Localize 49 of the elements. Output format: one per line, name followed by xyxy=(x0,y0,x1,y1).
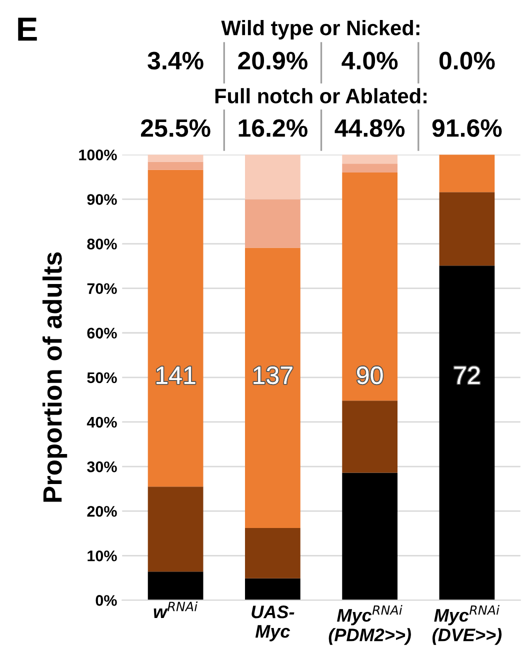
bar xyxy=(439,154,495,192)
text: Wild type or Nicked: xyxy=(221,20,420,40)
bar xyxy=(245,578,300,600)
y-tick-label: 80% xyxy=(87,238,117,250)
bar xyxy=(342,154,398,164)
bar xyxy=(245,154,300,200)
bar xyxy=(245,199,300,248)
bar xyxy=(342,400,398,473)
text: 4.0% xyxy=(342,52,398,70)
bar xyxy=(439,192,495,266)
y-tick-label: 100% xyxy=(79,150,117,160)
text: 91.6% xyxy=(432,119,502,137)
y-tick-label: 60% xyxy=(87,328,117,339)
bar xyxy=(148,154,204,162)
y-tick-label: 0% xyxy=(96,595,117,606)
text: 0.0% xyxy=(439,52,495,70)
text: 16.2% xyxy=(238,119,308,137)
y-tick-label: 20% xyxy=(87,506,117,517)
y-tick-label: 30% xyxy=(87,461,117,472)
x-tick-label: w$^{RNAi}$ xyxy=(154,602,198,618)
bar xyxy=(148,162,204,170)
y-tick-label: 10% xyxy=(88,550,117,562)
text: Full notch or Ablated: xyxy=(215,88,426,104)
bar xyxy=(342,164,398,172)
x-tick-label: Myc$^{RNAi}$ (DVE>>) xyxy=(432,605,502,645)
y-tick-label: 50% xyxy=(87,372,117,384)
y-tick-label: 90% xyxy=(87,194,117,205)
x-tick-label: UAS- Myc xyxy=(252,606,294,642)
text: 20.9% xyxy=(238,52,308,70)
text: 44.8% xyxy=(334,119,405,137)
bar xyxy=(439,266,495,600)
bar xyxy=(148,486,204,572)
bar xyxy=(342,472,398,600)
text: 25.5% xyxy=(140,119,210,137)
y-axis-title: Proportion of adults xyxy=(42,252,68,502)
annotation: 72 xyxy=(454,366,480,384)
bar xyxy=(245,528,300,578)
bar xyxy=(148,572,204,600)
x-tick-label: Myc$^{RNAi}$ (PDM2>>) xyxy=(328,605,411,645)
text: E xyxy=(18,18,37,41)
annotation: 137 xyxy=(254,366,292,384)
y-tick-label: 40% xyxy=(86,416,117,428)
bar xyxy=(148,170,204,487)
bar xyxy=(342,172,398,401)
y-tick-label: 70% xyxy=(87,283,117,294)
annotation: 141 xyxy=(156,366,196,384)
text: 3.4% xyxy=(148,52,204,70)
annotation: 90 xyxy=(357,366,383,384)
bar xyxy=(245,248,300,528)
